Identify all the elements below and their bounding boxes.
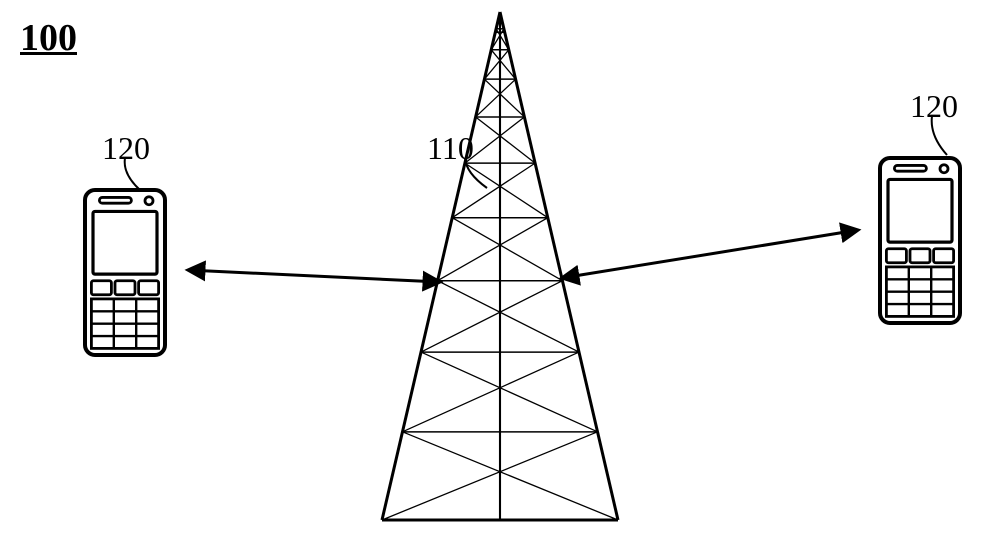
phone-left-ref-label: 120: [102, 130, 150, 167]
figure-canvas: 100 110 120 120: [0, 0, 1000, 546]
phone-right-ref-label: 120: [910, 88, 958, 125]
diagram-svg: [0, 0, 1000, 546]
tower-ref-label: 110: [427, 130, 474, 167]
